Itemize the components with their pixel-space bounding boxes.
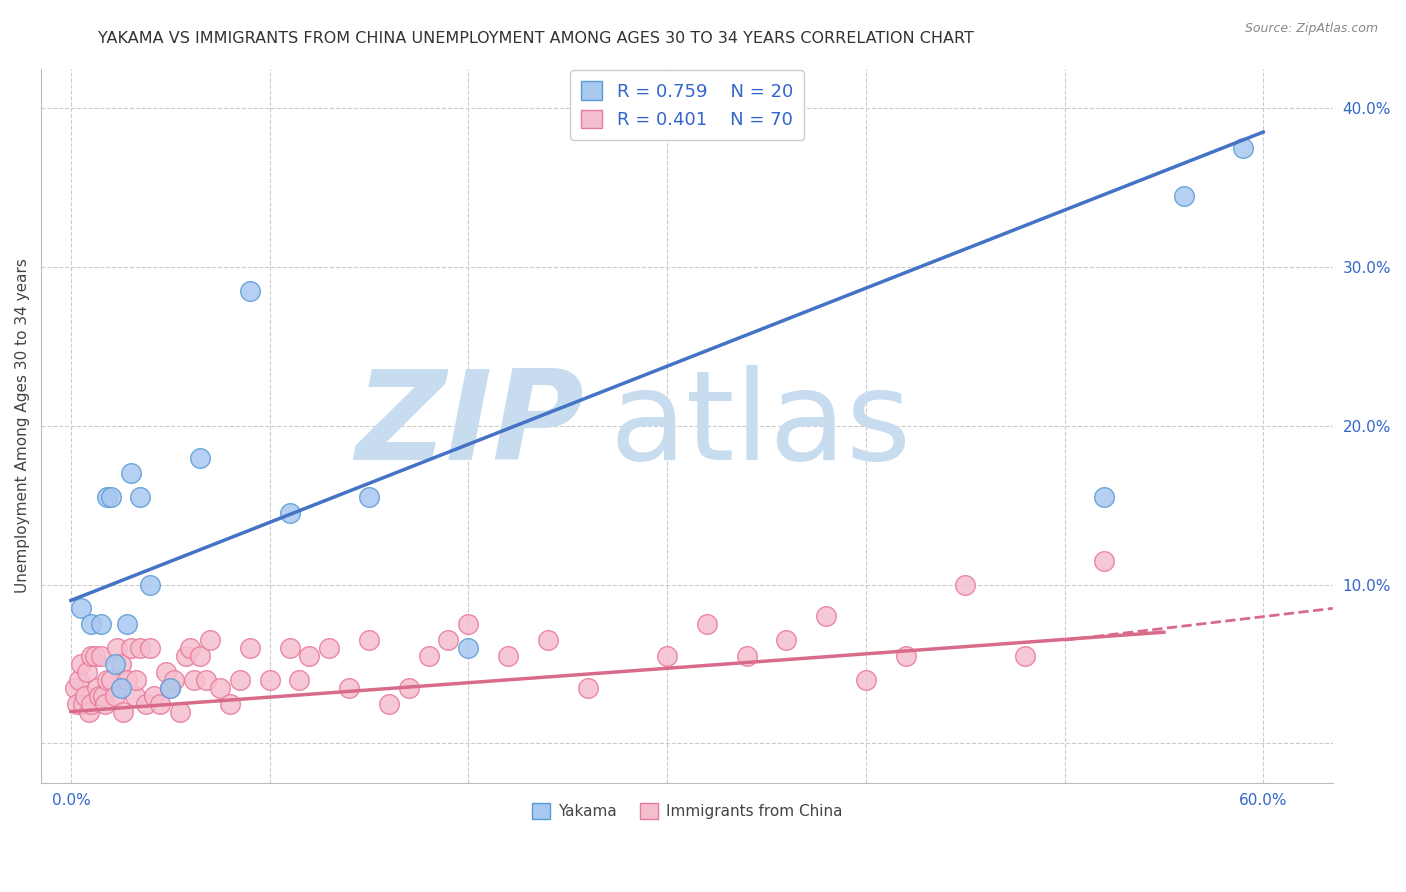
Point <box>418 648 440 663</box>
Point <box>100 490 122 504</box>
Point <box>696 617 718 632</box>
Point <box>174 648 197 663</box>
Point <box>110 681 132 695</box>
Point <box>188 648 211 663</box>
Point <box>183 673 205 687</box>
Point <box>1092 490 1115 504</box>
Point <box>457 641 479 656</box>
Point <box>457 617 479 632</box>
Point <box>149 697 172 711</box>
Point <box>115 617 138 632</box>
Point <box>83 648 105 663</box>
Point <box>159 681 181 695</box>
Point <box>135 697 157 711</box>
Point <box>735 648 758 663</box>
Text: ZIP: ZIP <box>354 366 583 486</box>
Point <box>120 641 142 656</box>
Point <box>129 641 152 656</box>
Point <box>239 284 262 298</box>
Point <box>655 648 678 663</box>
Point <box>104 689 127 703</box>
Point <box>894 648 917 663</box>
Point <box>229 673 252 687</box>
Point <box>104 657 127 671</box>
Point <box>159 681 181 695</box>
Point <box>80 648 103 663</box>
Point <box>90 617 112 632</box>
Point <box>86 681 108 695</box>
Point <box>298 648 321 663</box>
Point <box>278 641 301 656</box>
Point <box>208 681 231 695</box>
Point <box>80 617 103 632</box>
Point <box>77 705 100 719</box>
Point <box>139 577 162 591</box>
Text: Source: ZipAtlas.com: Source: ZipAtlas.com <box>1244 22 1378 36</box>
Point <box>91 689 114 703</box>
Legend: Yakama, Immigrants from China: Yakama, Immigrants from China <box>526 797 848 825</box>
Point <box>1092 554 1115 568</box>
Point <box>398 681 420 695</box>
Point <box>1232 141 1254 155</box>
Point <box>120 467 142 481</box>
Point <box>73 689 96 703</box>
Point <box>155 665 177 679</box>
Point <box>318 641 340 656</box>
Point <box>90 648 112 663</box>
Point <box>1173 188 1195 202</box>
Point <box>195 673 218 687</box>
Text: YAKAMA VS IMMIGRANTS FROM CHINA UNEMPLOYMENT AMONG AGES 30 TO 34 YEARS CORRELATI: YAKAMA VS IMMIGRANTS FROM CHINA UNEMPLOY… <box>98 31 974 46</box>
Point <box>378 697 401 711</box>
Text: atlas: atlas <box>609 366 911 486</box>
Point <box>188 450 211 465</box>
Point <box>775 633 797 648</box>
Point <box>357 490 380 504</box>
Point <box>337 681 360 695</box>
Point <box>179 641 201 656</box>
Point <box>72 697 94 711</box>
Point <box>70 657 93 671</box>
Point <box>125 673 148 687</box>
Point <box>115 673 138 687</box>
Point <box>288 673 311 687</box>
Point <box>100 673 122 687</box>
Point <box>80 697 103 711</box>
Point <box>129 490 152 504</box>
Point <box>1014 648 1036 663</box>
Point <box>143 689 166 703</box>
Point <box>259 673 281 687</box>
Point <box>953 577 976 591</box>
Point <box>93 697 115 711</box>
Point <box>576 681 599 695</box>
Point <box>169 705 191 719</box>
Point <box>124 689 146 703</box>
Point <box>105 641 128 656</box>
Point <box>87 689 110 703</box>
Point <box>110 657 132 671</box>
Point <box>219 697 242 711</box>
Point <box>96 673 118 687</box>
Point <box>76 665 98 679</box>
Point <box>111 705 134 719</box>
Point <box>67 673 90 687</box>
Point <box>278 506 301 520</box>
Point <box>139 641 162 656</box>
Point <box>357 633 380 648</box>
Point <box>63 681 86 695</box>
Point <box>70 601 93 615</box>
Point <box>198 633 221 648</box>
Point <box>96 490 118 504</box>
Point <box>496 648 519 663</box>
Point <box>437 633 460 648</box>
Point <box>855 673 877 687</box>
Y-axis label: Unemployment Among Ages 30 to 34 years: Unemployment Among Ages 30 to 34 years <box>15 259 30 593</box>
Point <box>163 673 186 687</box>
Point <box>239 641 262 656</box>
Point <box>815 609 838 624</box>
Point <box>66 697 89 711</box>
Point <box>537 633 560 648</box>
